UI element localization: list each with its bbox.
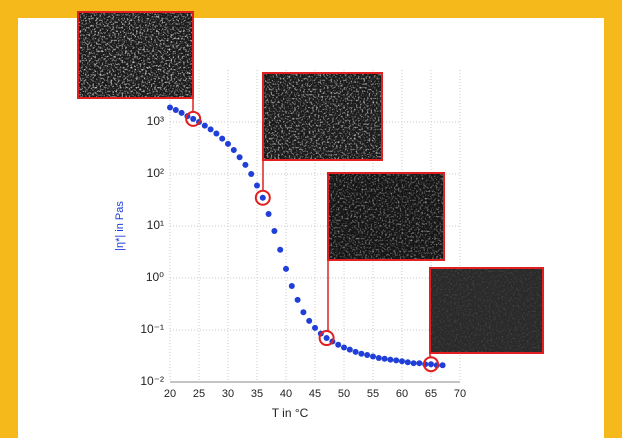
x-tick-label: 30 — [222, 388, 234, 400]
data-point — [236, 154, 243, 161]
data-point — [300, 309, 307, 316]
data-point — [364, 352, 371, 359]
data-point — [399, 358, 405, 365]
data-point — [335, 341, 342, 348]
data-point — [439, 362, 446, 369]
x-axis-label: T in °C — [272, 406, 309, 420]
data-point — [428, 361, 434, 368]
data-point — [416, 360, 423, 367]
data-point — [271, 228, 278, 235]
y-tick-label: 10⁻² — [140, 374, 164, 388]
data-point — [254, 182, 260, 189]
micrograph — [327, 172, 445, 261]
data-point — [277, 246, 284, 253]
y-tick-label: 10² — [147, 166, 164, 180]
data-point — [201, 122, 208, 129]
data-point — [213, 130, 220, 137]
data-point — [172, 107, 179, 114]
data-point — [190, 115, 197, 122]
data-point — [346, 346, 353, 353]
x-tick-label: 25 — [193, 388, 205, 400]
micrograph — [429, 267, 544, 354]
data-point — [288, 283, 295, 290]
x-tick-label: 65 — [425, 388, 437, 400]
data-point — [294, 296, 301, 303]
data-point — [225, 140, 231, 147]
data-point — [219, 135, 226, 142]
data-point — [259, 194, 266, 201]
x-tick-label: 20 — [164, 388, 176, 400]
data-point — [207, 126, 214, 133]
y-tick-label: 10¹ — [147, 218, 164, 232]
data-point — [387, 356, 394, 363]
insets — [77, 11, 544, 354]
y-tick-label: 10⁻¹ — [140, 322, 164, 336]
data-point — [393, 357, 400, 364]
highlight-marker — [254, 189, 271, 206]
highlight-marker — [318, 330, 335, 347]
data-point — [381, 355, 388, 362]
data-point — [265, 211, 272, 218]
data-point — [341, 344, 347, 351]
micrograph — [262, 72, 383, 161]
micrograph — [77, 11, 194, 99]
data-point — [248, 171, 255, 177]
y-axis-label: |η*| in Pas — [114, 201, 126, 251]
data-point — [178, 109, 185, 116]
data-point — [312, 324, 318, 331]
data-point — [370, 353, 376, 360]
x-tick-label: 60 — [396, 388, 408, 400]
frame-right — [604, 0, 622, 438]
data-point — [306, 317, 313, 324]
x-tick-label: 55 — [367, 388, 379, 400]
frame-left — [0, 0, 18, 438]
highlight-marker — [423, 356, 439, 373]
x-tick-label: 50 — [338, 388, 350, 400]
data-point — [375, 354, 382, 361]
x-tick-label: 35 — [251, 388, 263, 400]
data-point — [230, 146, 237, 153]
data-point — [410, 360, 417, 367]
x-tick-label: 70 — [454, 388, 466, 400]
y-tick-label: 10⁰ — [146, 270, 164, 284]
data-point — [404, 359, 411, 366]
data-point — [283, 265, 289, 272]
x-tick-label: 45 — [309, 388, 321, 400]
data-point — [323, 335, 330, 342]
data-point — [242, 161, 249, 168]
highlight-marker — [185, 110, 202, 127]
x-tick-label: 40 — [280, 388, 292, 400]
y-tick-label: 10³ — [147, 114, 164, 128]
data-point — [352, 348, 359, 355]
data-point — [358, 350, 365, 357]
data-point — [167, 104, 173, 111]
